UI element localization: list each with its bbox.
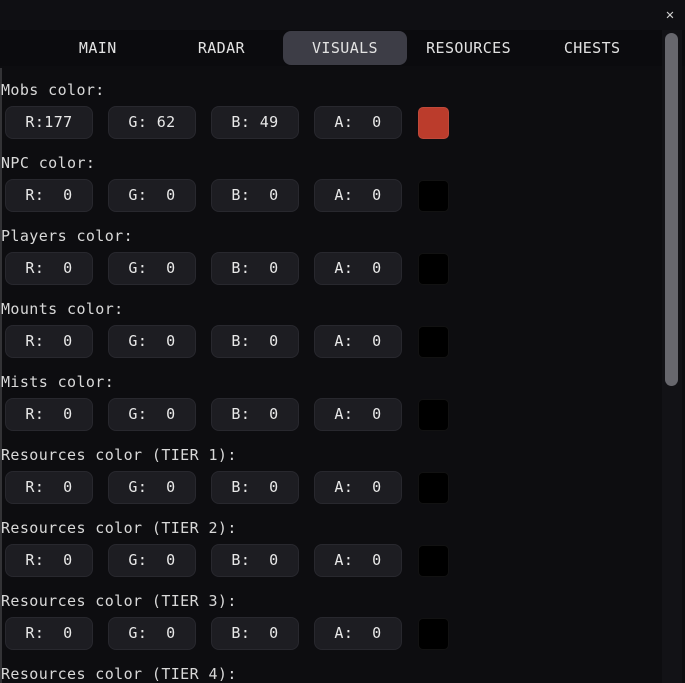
section-label: Resources color (TIER 3): [1, 592, 237, 610]
tab-main[interactable]: MAIN [78, 39, 117, 57]
close-icon[interactable]: ✕ [661, 6, 679, 24]
color-swatch[interactable] [418, 252, 449, 285]
channel-field-r[interactable]: R: 0 [5, 471, 93, 504]
channel-field-g[interactable]: G: 0 [108, 179, 196, 212]
color-swatch[interactable] [418, 617, 449, 650]
rgba-row: R: 0 G: 0 B: 0 A: 0 [0, 252, 685, 285]
channel-field-r[interactable]: R:177 [5, 106, 93, 139]
color-swatch[interactable] [418, 471, 449, 504]
channel-field-r[interactable]: R: 0 [5, 252, 93, 285]
tab-bar: MAIN RADAR VISUALS RESOURCES CHESTS [0, 30, 685, 66]
channel-field-g[interactable]: G: 62 [108, 106, 196, 139]
channel-field-a[interactable]: A: 0 [314, 179, 402, 212]
section-label: Mobs color: [1, 81, 105, 99]
channel-field-b[interactable]: B: 0 [211, 471, 299, 504]
channel-field-a[interactable]: A: 0 [314, 398, 402, 431]
channel-field-a[interactable]: A: 0 [314, 471, 402, 504]
rgba-row: R: 0 G: 0 B: 0 A: 0 [0, 544, 685, 577]
channel-field-a[interactable]: A: 0 [314, 252, 402, 285]
channel-field-g[interactable]: G: 0 [108, 617, 196, 650]
rgba-row: R: 0 G: 0 B: 0 A: 0 [0, 471, 685, 504]
color-section: Resources color (TIER 4):R: 0G: 0B: 0A: … [0, 664, 685, 683]
channel-field-b[interactable]: B: 0 [211, 544, 299, 577]
color-section: NPC color: R: 0 G: 0 B: 0 A: 0 [0, 153, 685, 212]
content-area: Mobs color: R:177 G: 62 B: 49 A: 0 NPC color:… [0, 80, 685, 683]
channel-field-r[interactable]: R: 0 [5, 398, 93, 431]
channel-field-b[interactable]: B: 0 [211, 398, 299, 431]
title-bar: ✕ [0, 0, 685, 30]
color-section: Mists color: R: 0 G: 0 B: 0 A: 0 [0, 372, 685, 431]
color-swatch[interactable] [418, 398, 449, 431]
tab-radar[interactable]: RADAR [197, 39, 245, 57]
color-section: Players color: R: 0 G: 0 B: 0 A: 0 [0, 226, 685, 285]
color-swatch[interactable] [418, 179, 449, 212]
channel-field-g[interactable]: G: 0 [108, 471, 196, 504]
section-label: Mists color: [1, 373, 115, 391]
channel-field-b[interactable]: B: 0 [211, 325, 299, 358]
section-label: Resources color (TIER 4): [1, 665, 237, 683]
window-left-edge [0, 68, 2, 683]
channel-field-g[interactable]: G: 0 [108, 398, 196, 431]
channel-field-r[interactable]: R: 0 [5, 325, 93, 358]
channel-field-r[interactable]: R: 0 [5, 179, 93, 212]
channel-field-b[interactable]: B: 49 [211, 106, 299, 139]
channel-field-a[interactable]: A: 0 [314, 617, 402, 650]
channel-field-b[interactable]: B: 0 [211, 179, 299, 212]
tab-resources[interactable]: RESOURCES [426, 39, 512, 57]
section-label: Resources color (TIER 1): [1, 446, 237, 464]
color-section: Resources color (TIER 1): R: 0 G: 0 B: 0 A: … [0, 445, 685, 504]
channel-field-r[interactable]: R: 0 [5, 544, 93, 577]
tab-chests[interactable]: CHESTS [563, 39, 621, 57]
channel-field-r[interactable]: R: 0 [5, 617, 93, 650]
rgba-row: R:177 G: 62 B: 49 A: 0 [0, 106, 685, 139]
rgba-row: R: 0 G: 0 B: 0 A: 0 [0, 617, 685, 650]
channel-field-b[interactable]: B: 0 [211, 252, 299, 285]
channel-field-a[interactable]: A: 0 [314, 106, 402, 139]
channel-field-b[interactable]: B: 0 [211, 617, 299, 650]
color-section: Resources color (TIER 3): R: 0 G: 0 B: 0 A: … [0, 591, 685, 650]
section-label: NPC color: [1, 154, 96, 172]
color-section: Mobs color: R:177 G: 62 B: 49 A: 0 [0, 80, 685, 139]
color-section: Resources color (TIER 2): R: 0 G: 0 B: 0 A: … [0, 518, 685, 577]
color-swatch[interactable] [418, 106, 449, 139]
channel-field-g[interactable]: G: 0 [108, 325, 196, 358]
tab-visuals[interactable]: VISUALS [283, 31, 407, 65]
channel-field-a[interactable]: A: 0 [314, 544, 402, 577]
rgba-row: R: 0 G: 0 B: 0 A: 0 [0, 325, 685, 358]
color-swatch[interactable] [418, 544, 449, 577]
section-label: Mounts color: [1, 300, 124, 318]
color-swatch[interactable] [418, 325, 449, 358]
section-label: Players color: [1, 227, 134, 245]
color-section: Mounts color: R: 0 G: 0 B: 0 A: 0 [0, 299, 685, 358]
rgba-row: R: 0 G: 0 B: 0 A: 0 [0, 179, 685, 212]
scrollbar-thumb[interactable] [665, 33, 678, 386]
channel-field-g[interactable]: G: 0 [108, 252, 196, 285]
channel-field-a[interactable]: A: 0 [314, 325, 402, 358]
section-label: Resources color (TIER 2): [1, 519, 237, 537]
scrollbar-track[interactable] [662, 30, 682, 683]
channel-field-g[interactable]: G: 0 [108, 544, 196, 577]
rgba-row: R: 0 G: 0 B: 0 A: 0 [0, 398, 685, 431]
